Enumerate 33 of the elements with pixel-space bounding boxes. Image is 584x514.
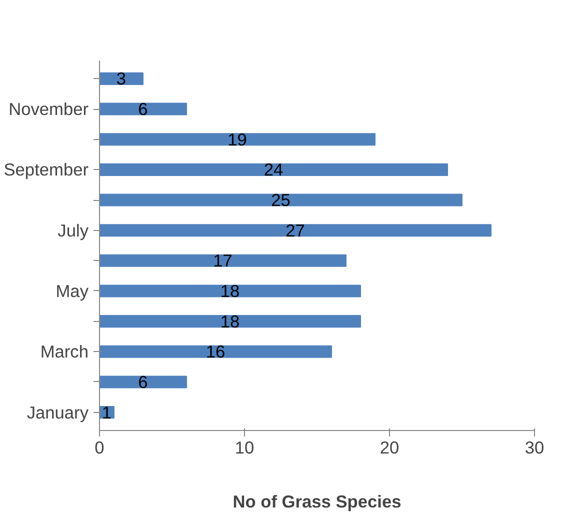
y-tick-label: May — [56, 280, 89, 301]
data-label: 3 — [116, 68, 126, 89]
x-tick-label: 0 — [94, 438, 104, 458]
x-axis-title: No of Grass Species — [232, 492, 402, 512]
y-tick-label: September — [4, 160, 89, 180]
y-tick-label: November — [8, 99, 89, 120]
y-tick-label: January — [26, 402, 89, 422]
bar — [100, 345, 332, 358]
x-tick-label: 20 — [380, 438, 400, 458]
bar — [100, 315, 361, 328]
bar — [100, 163, 448, 176]
y-tick-label: July — [58, 220, 89, 240]
y-tick-label: March — [40, 342, 89, 362]
data-label: 18 — [220, 311, 240, 332]
data-label: 16 — [206, 342, 226, 362]
data-label: 24 — [264, 160, 284, 180]
data-label: 25 — [271, 190, 290, 210]
data-label: 17 — [213, 250, 232, 271]
data-label: 18 — [220, 280, 240, 301]
data-label: 6 — [138, 372, 148, 392]
data-label: 19 — [228, 129, 247, 150]
x-tick-label: 30 — [524, 438, 544, 458]
bar — [100, 102, 187, 116]
bar — [100, 224, 492, 237]
bar — [100, 133, 376, 146]
data-label: 6 — [138, 99, 148, 120]
data-label: 27 — [286, 220, 305, 240]
x-tick-label: 10 — [234, 438, 254, 458]
data-label: 1 — [102, 402, 112, 422]
bar — [100, 376, 187, 388]
bar — [100, 284, 361, 298]
bar — [100, 194, 462, 206]
bar — [100, 254, 346, 267]
